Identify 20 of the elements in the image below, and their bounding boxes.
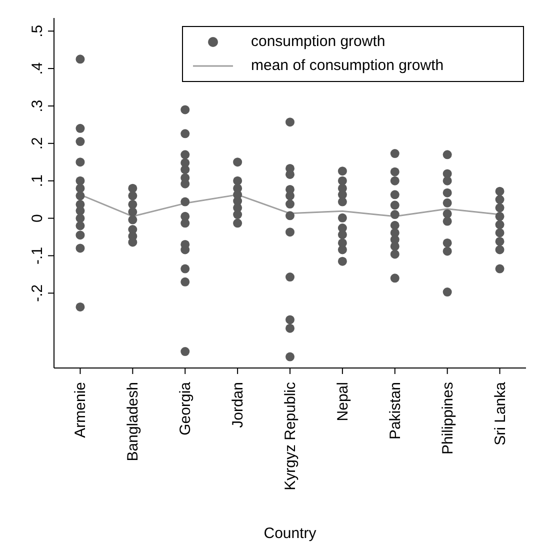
y-tick-label: .4: [29, 62, 46, 75]
x-tick-label: Sri Lanka: [492, 381, 509, 446]
y-tick-label: .3: [29, 100, 46, 112]
x-tick-label: Philippines: [439, 382, 456, 455]
y-tick-label: 0: [29, 214, 46, 222]
legend-label: mean of consumption growth: [251, 57, 444, 74]
y-tick-label: .1: [29, 174, 46, 188]
y-tick-label: .2: [29, 137, 46, 150]
legend-label: consumption growth: [251, 33, 386, 50]
y-tick-label: -.1: [29, 246, 46, 264]
y-tick-label: .5: [29, 24, 46, 38]
x-tick-label: Armenie: [72, 382, 90, 438]
x-tick-label: Bangladesh: [124, 382, 142, 462]
x-tick-label: Nepal: [334, 382, 352, 422]
x-tick-label: Kyrgyz Republic: [282, 382, 299, 490]
x-axis-title: Country: [264, 525, 317, 542]
x-tick-label: Jordan: [230, 382, 247, 428]
x-tick-label: Pakistan: [386, 382, 404, 440]
x-tick-label: Georgia: [177, 381, 194, 436]
y-tick-label: -.2: [29, 284, 46, 302]
